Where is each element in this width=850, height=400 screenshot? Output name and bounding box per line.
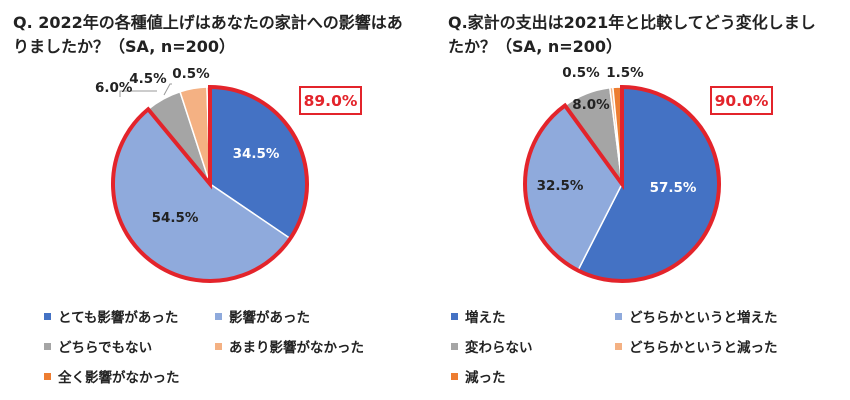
data-label: 1.5% bbox=[606, 65, 644, 81]
callout-box bbox=[710, 86, 773, 115]
legend-item: 影響があった bbox=[215, 306, 310, 326]
callout-value: 89.0% bbox=[304, 92, 358, 110]
data-label: 0.5% bbox=[172, 66, 210, 82]
legend-item: あまり影響がなかった bbox=[215, 336, 364, 356]
legend-label: 全く影響がなかった bbox=[58, 370, 180, 386]
callout-value: 90.0% bbox=[715, 92, 769, 110]
legend-label: 影響があった bbox=[229, 310, 310, 326]
pie-chart: 34.5% 54.5% 6.0%4.5% 0.5% 89.0% bbox=[95, 66, 362, 283]
legend-label: 増えた bbox=[465, 310, 506, 326]
legend-item: とても影響があった bbox=[44, 306, 178, 326]
data-label: 57.5% bbox=[650, 180, 697, 196]
legend-item: どちらでもない bbox=[44, 336, 152, 356]
legend-label: どちらでもない bbox=[58, 340, 153, 356]
legend-item: どちらかというと減った bbox=[615, 336, 778, 356]
data-label: 54.5% bbox=[152, 210, 199, 226]
leader-line bbox=[119, 90, 157, 97]
legend-swatch bbox=[44, 372, 51, 380]
legend-swatch bbox=[44, 342, 51, 350]
highlight-outline bbox=[111, 84, 309, 283]
legend-label: どちらかというと減った bbox=[629, 340, 778, 356]
legend-label: あまり影響がなかった bbox=[229, 340, 364, 356]
callout-box bbox=[299, 86, 362, 115]
legend-label: どちらかというと増えた bbox=[629, 310, 778, 326]
chart-left: Q. 2022年の各種値上げはあなたの家計への影響はありましたか？（SA, n=… bbox=[13, 13, 403, 386]
data-label: 34.5% bbox=[233, 146, 280, 162]
chart-title: Q. 2022年の各種値上げはあなたの家計への影響はありましたか？（SA, n=… bbox=[13, 13, 403, 56]
legend-swatch bbox=[451, 312, 458, 320]
legend-swatch bbox=[451, 342, 458, 350]
highlight-outline bbox=[523, 84, 721, 283]
data-label: 8.0% bbox=[572, 97, 610, 113]
legend-swatch bbox=[215, 312, 222, 320]
legend-item: 増えた bbox=[451, 306, 506, 326]
legend-item: 全く影響がなかった bbox=[44, 366, 180, 386]
legend-swatch bbox=[215, 342, 222, 350]
legend-label: とても影響があった bbox=[58, 310, 179, 326]
data-label: 0.5% bbox=[562, 65, 600, 81]
chart-right: Q.家計の支出は2021年と比較してどう変化しましたか？（SA, n=200） … bbox=[425, 0, 850, 400]
data-label: 6.0% bbox=[95, 80, 133, 96]
leader-line bbox=[163, 83, 172, 96]
legend-label: 変わらない bbox=[465, 340, 533, 356]
chart-title: Q.家計の支出は2021年と比較してどう変化しましたか？（SA, n=200） bbox=[448, 13, 816, 56]
legend-swatch bbox=[615, 312, 622, 320]
legend-item: どちらかというと増えた bbox=[615, 306, 778, 326]
legend-label: 減った bbox=[465, 370, 506, 386]
legend-swatch bbox=[451, 372, 458, 380]
data-label: 32.5% bbox=[537, 178, 584, 194]
pie-chart: 57.5% 32.5% 8.0% 0.5% 1.5% 90.0% bbox=[523, 65, 773, 283]
data-label: 4.5% bbox=[129, 71, 167, 87]
legend-item: 変わらない bbox=[451, 336, 533, 356]
legend-swatch bbox=[44, 312, 51, 320]
legend-swatch bbox=[615, 342, 622, 350]
legend-item: 減った bbox=[451, 366, 506, 386]
